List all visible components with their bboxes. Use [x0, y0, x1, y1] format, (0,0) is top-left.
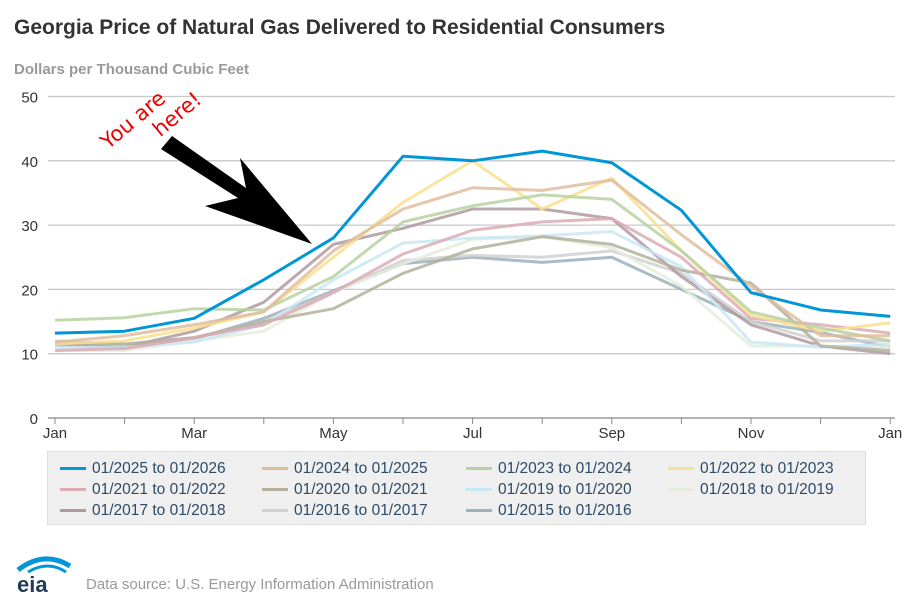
- legend-swatch: [262, 488, 288, 492]
- x-tick-label: Jan: [878, 425, 902, 442]
- y-tick-label: 30: [21, 218, 38, 235]
- y-tick-label: 20: [21, 282, 38, 299]
- series-line-01-2024-01-2025: [54, 178, 891, 344]
- legend-swatch: [466, 509, 492, 513]
- legend-label: 01/2021 to 01/2022: [92, 481, 226, 498]
- legend-label: 01/2024 to 01/2025: [294, 460, 428, 477]
- legend-swatch: [60, 467, 86, 471]
- x-tick-label: Jul: [463, 425, 482, 442]
- legend-swatch: [60, 509, 86, 513]
- legend-swatch: [466, 488, 492, 492]
- x-tick-label: Sep: [598, 425, 625, 442]
- legend: 01/2025 to 01/2026 01/2024 to 01/2025 01/2…: [47, 451, 866, 525]
- legend-label: 01/2015 to 01/2016: [498, 502, 632, 519]
- data-source: Data source: U.S. Energy Information Adm…: [86, 576, 434, 593]
- y-tick-label: 50: [21, 90, 38, 107]
- y-axis-label: Dollars per Thousand Cubic Feet: [14, 61, 250, 78]
- legend-item[interactable]: 01/2020 to 01/2021: [262, 481, 428, 499]
- legend-label: 01/2018 to 01/2019: [700, 481, 834, 498]
- y-tick-label: 10: [21, 347, 38, 364]
- arrow-icon: [161, 136, 312, 244]
- legend-swatch: [262, 467, 288, 471]
- series-line-01-2025-01-2026: [54, 149, 891, 335]
- legend-label: 01/2017 to 01/2018: [92, 502, 226, 519]
- legend-label: 01/2022 to 01/2023: [700, 460, 834, 477]
- y-tick-label: 0: [30, 411, 38, 428]
- legend-item[interactable]: 01/2015 to 01/2016: [466, 502, 632, 520]
- legend-swatch: [668, 488, 694, 492]
- legend-item[interactable]: 01/2021 to 01/2022: [60, 481, 226, 499]
- legend-item[interactable]: 01/2025 to 01/2026: [60, 460, 226, 478]
- legend-item[interactable]: 01/2019 to 01/2020: [466, 481, 632, 499]
- series-line-01-2019-01-2020: [55, 230, 891, 349]
- legend-swatch: [466, 467, 492, 471]
- eia-logo: eia: [16, 556, 72, 596]
- series-line-01-2023-01-2024: [54, 193, 891, 343]
- x-tick-label: Mar: [181, 425, 207, 442]
- legend-item[interactable]: 01/2023 to 01/2024: [466, 460, 632, 478]
- x-tick-label: Nov: [738, 425, 765, 442]
- legend-label: 01/2016 to 01/2017: [294, 502, 428, 519]
- legend-label: 01/2025 to 01/2026: [92, 460, 226, 477]
- x-tick-label: May: [319, 425, 348, 442]
- svg-text:eia: eia: [17, 572, 48, 596]
- legend-item[interactable]: 01/2022 to 01/2023: [668, 460, 834, 478]
- legend-swatch: [668, 467, 694, 471]
- legend-swatch: [262, 509, 288, 513]
- chart-title: Georgia Price of Natural Gas Delivered t…: [14, 16, 666, 39]
- legend-item[interactable]: 01/2017 to 01/2018: [60, 502, 226, 520]
- legend-label: 01/2023 to 01/2024: [498, 460, 632, 477]
- legend-item[interactable]: 01/2018 to 01/2019: [668, 481, 834, 499]
- legend-label: 01/2019 to 01/2020: [498, 481, 632, 498]
- legend-item[interactable]: 01/2024 to 01/2025: [262, 460, 428, 478]
- series-line-01-2021-01-2022: [54, 217, 891, 352]
- legend-swatch: [60, 488, 86, 492]
- series-line-01-2017-01-2018: [54, 207, 891, 356]
- legend-label: 01/2020 to 01/2021: [294, 481, 428, 498]
- y-tick-label: 40: [21, 154, 38, 171]
- x-tick-label: Jan: [43, 425, 67, 442]
- legend-item[interactable]: 01/2016 to 01/2017: [262, 502, 428, 520]
